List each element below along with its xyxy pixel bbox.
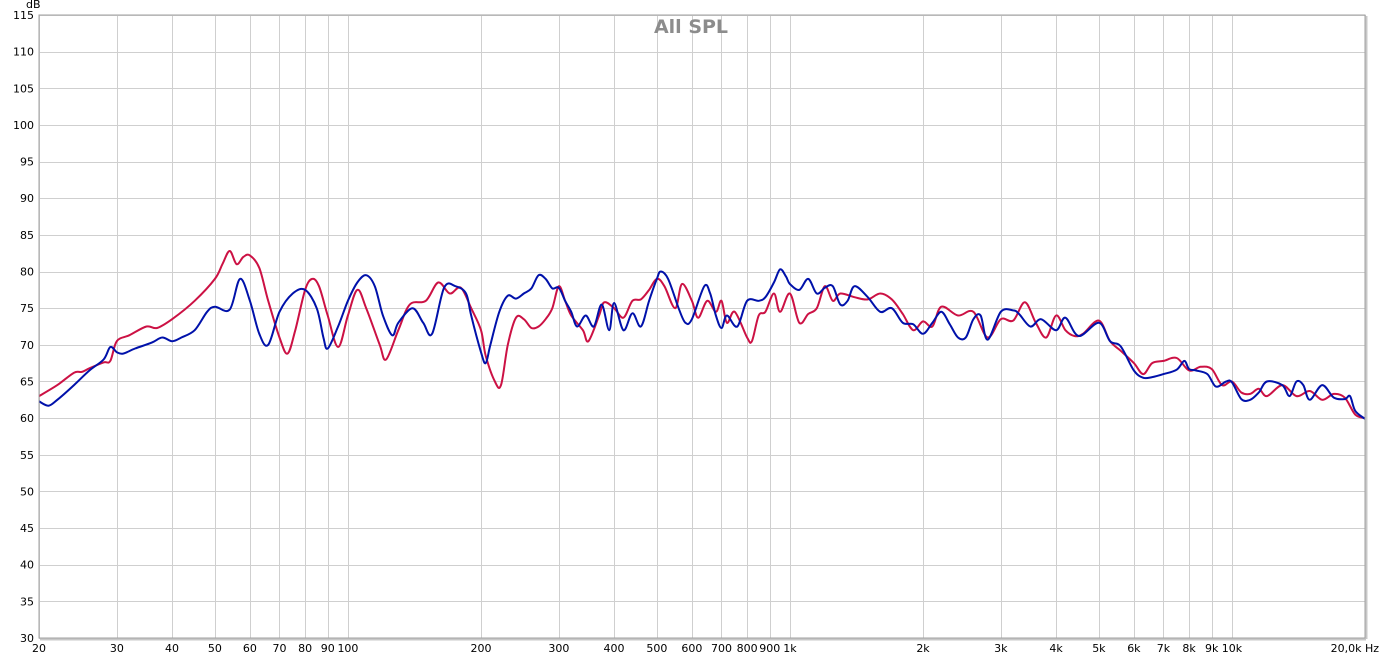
series-line-2 xyxy=(38,268,1366,420)
x-tick-label: 10k xyxy=(1222,642,1243,655)
plot-frame xyxy=(38,14,1366,639)
x-tick-label: 4k xyxy=(1049,642,1063,655)
x-tick-label: 400 xyxy=(604,642,625,655)
x-tick-label: 700 xyxy=(711,642,732,655)
x-tick-label: 9k xyxy=(1205,642,1219,655)
x-tick-label: 900 xyxy=(759,642,780,655)
x-tick-label: 1k xyxy=(783,642,797,655)
chart-title: All SPL xyxy=(654,16,728,38)
x-tick-label: 60 xyxy=(243,642,257,655)
y-tick-label: 75 xyxy=(20,302,34,315)
x-tick-label: 70 xyxy=(272,642,286,655)
y-tick-label: 100 xyxy=(13,119,34,132)
x-tick-label: 200 xyxy=(471,642,492,655)
y-axis-unit-label: dB xyxy=(26,0,41,11)
x-tick-label: 7k xyxy=(1157,642,1171,655)
x-tick-label: 5k xyxy=(1092,642,1106,655)
x-tick-label: 40 xyxy=(165,642,179,655)
x-tick-label: 8k xyxy=(1182,642,1196,655)
y-tick-label: 30 xyxy=(20,632,34,645)
x-tick-label: 90 xyxy=(321,642,335,655)
y-tick-label: 110 xyxy=(13,46,34,59)
x-tick-label: 80 xyxy=(298,642,312,655)
x-tick-label: 600 xyxy=(681,642,702,655)
x-tick-label: 800 xyxy=(737,642,758,655)
y-tick-label: 35 xyxy=(20,595,34,608)
x-tick-label: 3k xyxy=(994,642,1008,655)
x-tick-labels: 20 30 40 50 60 70 80 90 100 200 300 400 500 600 700 800… xyxy=(32,642,1379,655)
y-tick-label: 65 xyxy=(20,375,34,388)
x-tick-label: 500 xyxy=(646,642,667,655)
y-tick-label: 70 xyxy=(20,339,34,352)
y-tick-label: 95 xyxy=(20,156,34,169)
y-tick-label: 55 xyxy=(20,449,34,462)
x-tick-label: 100 xyxy=(337,642,358,655)
x-tick-label: 2k xyxy=(916,642,930,655)
y-tick-label: 40 xyxy=(20,559,34,572)
y-tick-label: 85 xyxy=(20,229,34,242)
plot-background xyxy=(39,15,1365,638)
y-tick-labels: 30 35 40 45 50 55 60 65 70 75 80 85 90 95 100 105 110 115 xyxy=(13,9,34,645)
series-layer xyxy=(38,250,1366,420)
y-tick-label: 60 xyxy=(20,412,34,425)
y-tick-label: 105 xyxy=(13,82,34,95)
y-tick-label: 115 xyxy=(13,9,34,22)
x-tick-label: 30 xyxy=(110,642,124,655)
x-tick-label: 300 xyxy=(548,642,569,655)
y-tick-label: 50 xyxy=(20,485,34,498)
series-line-1 xyxy=(38,250,1366,420)
y-tick-label: 80 xyxy=(20,266,34,279)
x-tick-label: 20 xyxy=(32,642,46,655)
x-tick-label: 20,0k Hz xyxy=(1331,642,1380,655)
y-tick-label: 45 xyxy=(20,522,34,535)
y-tick-label: 90 xyxy=(20,192,34,205)
x-tick-label: 50 xyxy=(208,642,222,655)
x-tick-label: 6k xyxy=(1127,642,1141,655)
